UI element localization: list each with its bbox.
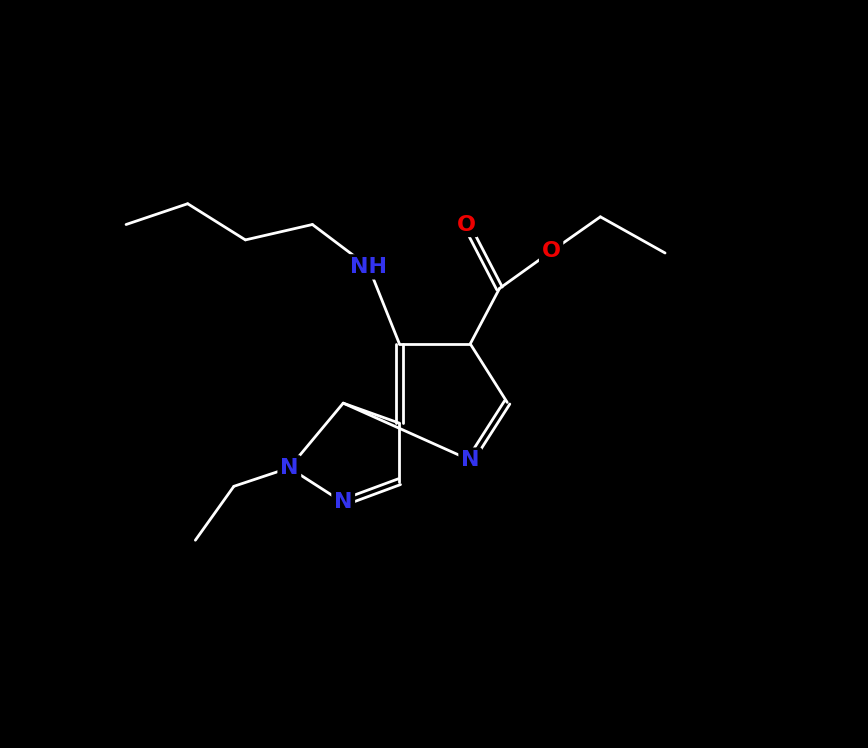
Text: O: O — [457, 215, 476, 235]
Text: NH: NH — [350, 257, 387, 277]
Text: N: N — [461, 450, 479, 470]
Text: N: N — [280, 458, 299, 478]
Text: N: N — [334, 492, 352, 512]
Text: O: O — [542, 242, 561, 262]
